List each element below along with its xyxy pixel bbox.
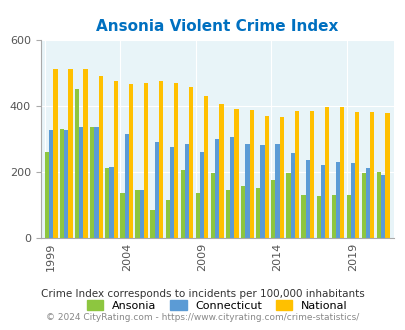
Bar bbox=[165, 200, 169, 238]
Bar bbox=[49, 130, 53, 238]
Bar bbox=[234, 109, 238, 238]
Bar bbox=[105, 168, 109, 238]
Bar bbox=[309, 111, 313, 238]
Bar bbox=[79, 127, 83, 238]
Bar bbox=[150, 210, 154, 238]
Bar bbox=[380, 175, 384, 238]
Title: Ansonia Violent Crime Index: Ansonia Violent Crime Index bbox=[96, 19, 337, 34]
Bar bbox=[124, 134, 128, 238]
Bar bbox=[143, 82, 148, 238]
Bar bbox=[189, 87, 193, 238]
Bar bbox=[279, 117, 283, 238]
Bar bbox=[60, 129, 64, 238]
Bar bbox=[324, 107, 328, 238]
Bar bbox=[365, 168, 369, 238]
Bar bbox=[158, 81, 163, 238]
Bar bbox=[361, 173, 365, 238]
Bar bbox=[94, 127, 98, 238]
Bar bbox=[53, 69, 58, 238]
Bar bbox=[260, 145, 264, 238]
Bar bbox=[139, 190, 143, 238]
Bar bbox=[210, 173, 215, 238]
Bar bbox=[376, 172, 380, 238]
Bar bbox=[154, 142, 158, 238]
Bar bbox=[241, 186, 245, 238]
Bar bbox=[286, 173, 290, 238]
Bar bbox=[169, 147, 174, 238]
Bar bbox=[83, 69, 87, 238]
Bar bbox=[90, 127, 94, 238]
Bar bbox=[64, 130, 68, 238]
Bar bbox=[135, 190, 139, 238]
Bar bbox=[98, 76, 102, 238]
Bar bbox=[354, 112, 358, 238]
Bar bbox=[68, 69, 72, 238]
Bar bbox=[275, 144, 279, 238]
Bar bbox=[180, 170, 184, 238]
Bar bbox=[346, 195, 350, 238]
Bar bbox=[174, 82, 178, 238]
Bar bbox=[219, 104, 223, 238]
Bar bbox=[316, 196, 320, 238]
Text: © 2024 CityRating.com - https://www.cityrating.com/crime-statistics/: © 2024 CityRating.com - https://www.city… bbox=[46, 313, 359, 322]
Bar bbox=[264, 116, 268, 238]
Bar bbox=[301, 195, 305, 238]
Bar bbox=[75, 89, 79, 238]
Bar bbox=[215, 139, 219, 238]
Legend: Ansonia, Connecticut, National: Ansonia, Connecticut, National bbox=[82, 296, 352, 315]
Bar bbox=[45, 152, 49, 238]
Bar bbox=[369, 112, 373, 238]
Bar bbox=[335, 162, 339, 238]
Bar bbox=[226, 190, 230, 238]
Bar bbox=[113, 81, 117, 238]
Bar bbox=[184, 144, 189, 238]
Bar bbox=[230, 137, 234, 238]
Bar bbox=[120, 193, 124, 238]
Bar bbox=[128, 84, 133, 238]
Bar bbox=[249, 110, 253, 238]
Bar bbox=[331, 195, 335, 238]
Bar bbox=[384, 113, 389, 238]
Bar bbox=[339, 107, 343, 238]
Bar bbox=[271, 180, 275, 238]
Bar bbox=[195, 193, 200, 238]
Bar bbox=[320, 165, 324, 238]
Bar bbox=[204, 96, 208, 238]
Bar bbox=[305, 160, 309, 238]
Text: Crime Index corresponds to incidents per 100,000 inhabitants: Crime Index corresponds to incidents per… bbox=[41, 289, 364, 299]
Bar bbox=[256, 188, 260, 238]
Bar bbox=[200, 152, 204, 238]
Bar bbox=[294, 111, 298, 238]
Bar bbox=[245, 144, 249, 238]
Bar bbox=[290, 153, 294, 238]
Bar bbox=[109, 167, 113, 238]
Bar bbox=[350, 163, 354, 238]
